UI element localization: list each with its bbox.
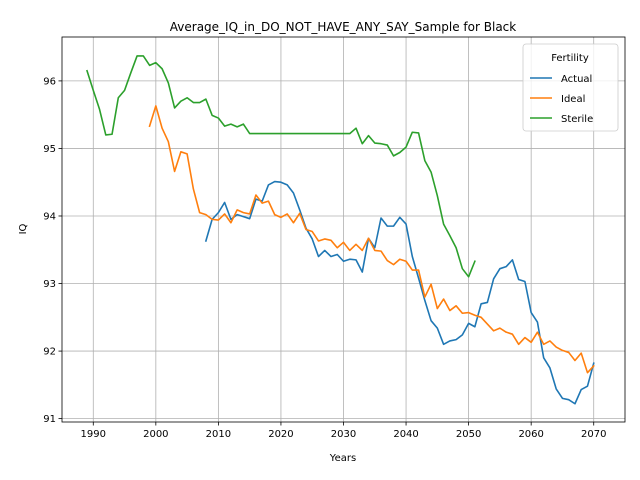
x-tick-label: 2050: [456, 429, 481, 440]
x-axis-label: Years: [329, 453, 356, 464]
x-tick-label: 2070: [581, 429, 606, 440]
series-line-actual: [204, 180, 595, 405]
x-tick-label: 2020: [268, 429, 293, 440]
x-tick-label: 2040: [393, 429, 418, 440]
legend-label-actual: Actual: [561, 74, 592, 85]
x-axis: 1990 2000 2010 2020 2030 2040 2050 2060 2070: [81, 422, 606, 440]
x-tick-label: 1990: [81, 429, 106, 440]
x-tick-label: 2030: [331, 429, 356, 440]
series-line-sterile: [86, 55, 476, 278]
y-axis-label: IQ: [18, 223, 29, 234]
y-tick-label: 96: [43, 76, 56, 87]
y-tick-label: 91: [43, 414, 56, 425]
legend: Fertility Actual Ideal Sterile: [522, 43, 619, 132]
x-tick-label: 2000: [143, 429, 168, 440]
series-line-ideal: [148, 105, 595, 374]
x-tick-label: 2010: [206, 429, 231, 440]
chart-title: Average_IQ_in_DO_NOT_HAVE_ANY_SAY_Sample…: [170, 20, 516, 34]
y-tick-label: 94: [43, 211, 56, 222]
x-tick-label: 2060: [518, 429, 543, 440]
y-tick-label: 93: [43, 279, 56, 290]
series-layer: [86, 55, 595, 405]
y-axis: 91 92 93 94 95 96: [43, 76, 62, 425]
y-tick-label: 92: [43, 347, 56, 358]
legend-title: Fertility: [551, 53, 589, 64]
y-tick-label: 95: [43, 144, 56, 155]
legend-label-ideal: Ideal: [561, 94, 585, 105]
legend-box: [522, 43, 619, 132]
legend-label-sterile: Sterile: [561, 114, 593, 125]
